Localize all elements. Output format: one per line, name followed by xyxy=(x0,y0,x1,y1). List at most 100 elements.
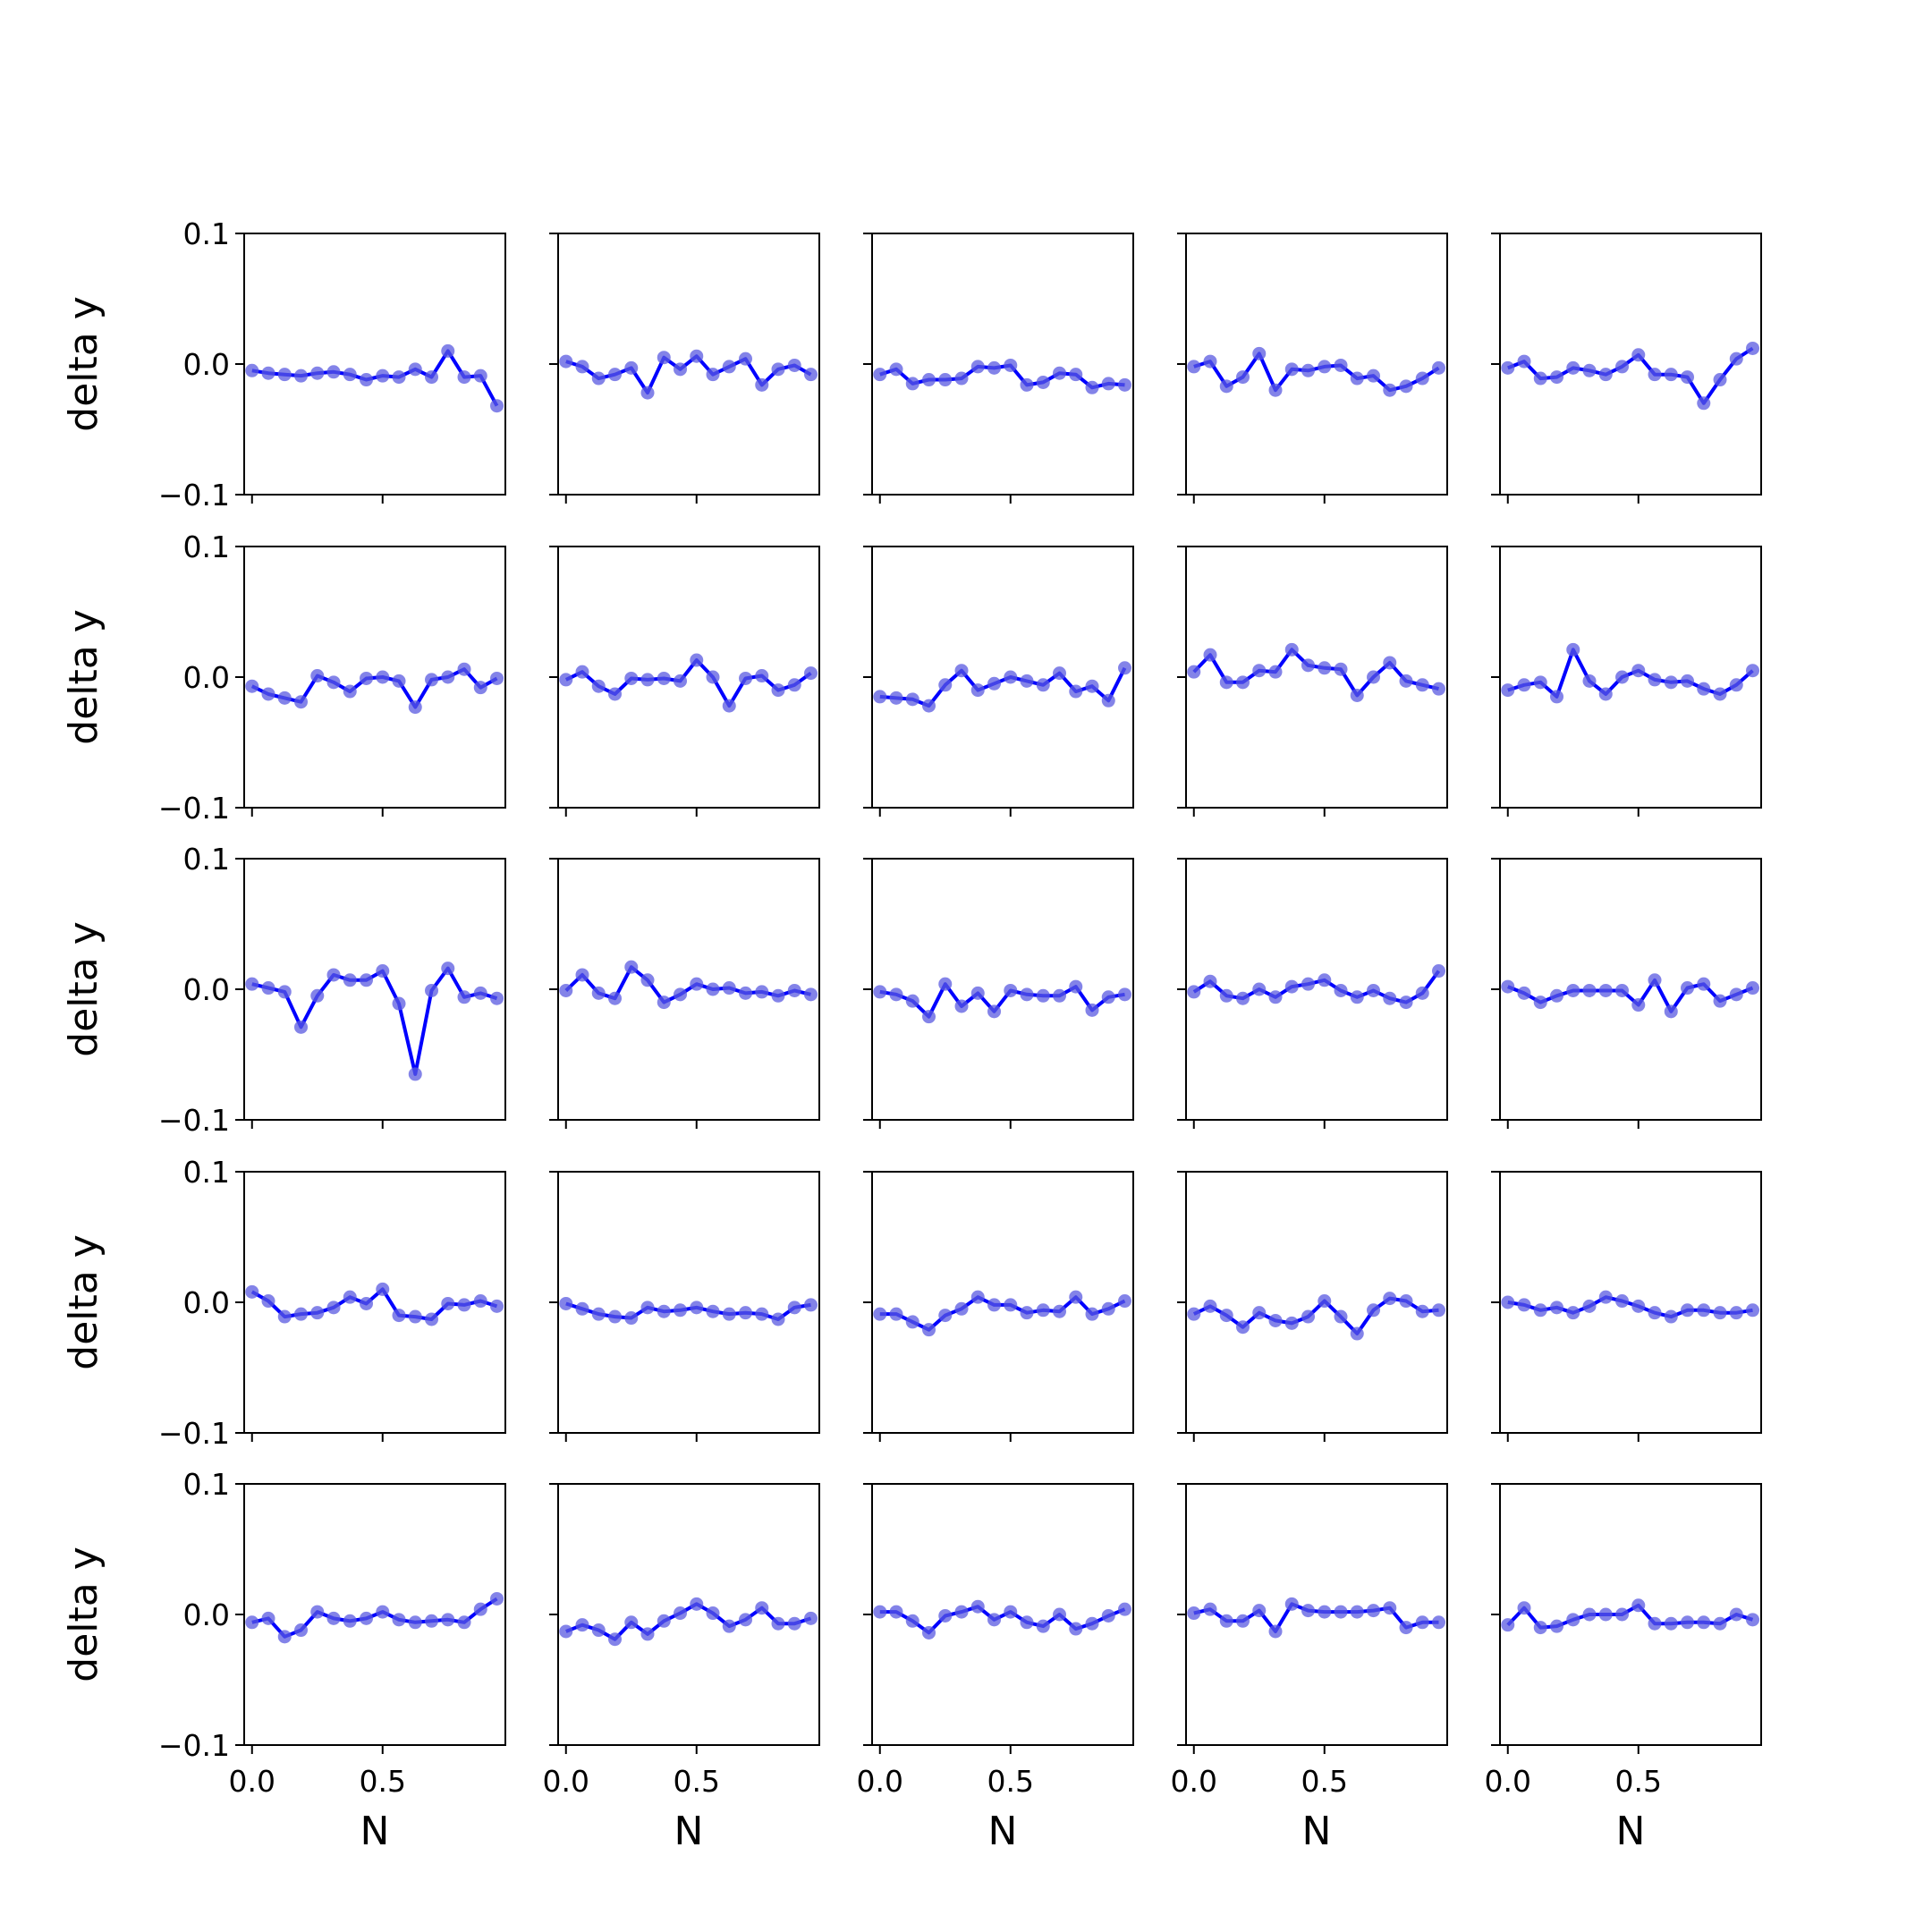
data-point xyxy=(722,1619,736,1633)
data-point xyxy=(326,1611,341,1625)
subplot-r2-c1: −0.1 0.0 0.1 xyxy=(158,530,506,826)
data-point xyxy=(640,1301,655,1315)
data-point xyxy=(1334,358,1348,372)
data-point xyxy=(787,678,801,692)
data-point xyxy=(938,678,953,692)
data-point xyxy=(1301,1604,1316,1618)
data-point xyxy=(938,977,953,991)
data-point xyxy=(1053,988,1067,1003)
y-tick-label: −0.1 xyxy=(158,791,230,826)
series-line xyxy=(879,363,1125,390)
data-point xyxy=(1069,1290,1083,1304)
data-point xyxy=(1118,377,1132,392)
labels-layer: delta y delta y delta y delta y delta y N N N N N xyxy=(61,296,1645,1854)
subplot-r2-c2 xyxy=(549,546,820,817)
data-point xyxy=(1383,383,1397,397)
data-point xyxy=(1118,661,1132,675)
data-point xyxy=(1268,665,1283,679)
data-point xyxy=(1203,648,1217,662)
data-point xyxy=(1350,688,1364,702)
data-point xyxy=(1746,1303,1760,1318)
data-point xyxy=(722,1307,736,1321)
data-point xyxy=(1203,1602,1217,1616)
x-tick-label: 0.5 xyxy=(1615,1764,1662,1799)
data-point xyxy=(624,360,639,375)
data-point xyxy=(922,1010,936,1024)
series-line xyxy=(1507,1295,1753,1319)
data-point xyxy=(408,1615,422,1630)
data-point xyxy=(608,687,623,701)
axes-frame xyxy=(1185,233,1448,496)
data-point xyxy=(245,679,259,693)
data-point xyxy=(1101,693,1115,708)
data-point xyxy=(1219,675,1233,690)
data-point xyxy=(1533,996,1547,1010)
y-tick-label: 0.0 xyxy=(183,972,230,1007)
data-point xyxy=(657,1614,671,1628)
data-point xyxy=(1318,1294,1332,1309)
data-point xyxy=(490,399,504,413)
y-axis-label: delta y xyxy=(61,921,106,1056)
data-point xyxy=(591,986,606,1000)
data-point xyxy=(1729,352,1743,366)
data-point xyxy=(739,1613,753,1627)
subplot-r3-c2 xyxy=(549,858,820,1129)
data-point xyxy=(1284,642,1299,657)
data-point xyxy=(490,1591,504,1606)
y-tick-label: 0.0 xyxy=(183,1285,230,1320)
data-point xyxy=(1053,666,1067,681)
data-point xyxy=(294,369,309,383)
axes-frame xyxy=(1185,1483,1448,1746)
x-tick-label: 0.0 xyxy=(1485,1764,1531,1799)
data-point xyxy=(277,985,292,999)
series-line xyxy=(1192,1296,1439,1335)
data-point xyxy=(457,370,471,385)
data-point xyxy=(804,1298,818,1312)
data-point xyxy=(277,368,292,382)
data-point xyxy=(392,996,406,1011)
data-point xyxy=(441,1296,455,1310)
data-point xyxy=(690,977,704,991)
data-point xyxy=(261,981,275,996)
data-point xyxy=(343,368,357,382)
data-point xyxy=(706,368,720,382)
data-point xyxy=(657,996,671,1010)
data-point xyxy=(1598,983,1613,997)
data-point xyxy=(1219,379,1233,394)
data-point xyxy=(938,1309,953,1323)
subplot-r4-c5 xyxy=(1491,1171,1762,1442)
data-point xyxy=(987,360,1002,375)
data-point xyxy=(690,1597,704,1611)
data-point xyxy=(1697,977,1711,991)
data-point xyxy=(787,983,801,997)
data-point xyxy=(690,349,704,363)
data-point xyxy=(1713,994,1727,1008)
data-point xyxy=(1550,988,1564,1003)
data-point xyxy=(1367,670,1381,684)
data-point xyxy=(1036,375,1050,389)
data-point xyxy=(1432,1303,1446,1318)
subplot-r5-c2: 0.0 0.5 xyxy=(543,1483,820,1799)
data-point xyxy=(1036,1619,1050,1633)
data-point xyxy=(1631,664,1646,678)
data-point xyxy=(1318,1605,1332,1619)
data-point xyxy=(1566,642,1580,657)
data-point xyxy=(1334,1309,1348,1324)
data-point xyxy=(1697,1303,1711,1318)
data-point xyxy=(1085,1003,1099,1017)
series-line xyxy=(250,667,498,709)
series-line xyxy=(251,1597,498,1639)
data-point xyxy=(261,1294,275,1309)
data-point xyxy=(1415,371,1429,386)
data-point xyxy=(1350,990,1364,1004)
data-point xyxy=(376,964,390,979)
data-point xyxy=(1334,1605,1348,1619)
series-line xyxy=(1193,352,1440,393)
series-line xyxy=(879,1605,1126,1635)
data-point xyxy=(1101,1608,1115,1623)
data-point xyxy=(1713,1616,1727,1631)
data-point xyxy=(376,670,390,684)
data-point xyxy=(559,1296,573,1310)
axes-frame xyxy=(557,546,820,809)
data-point xyxy=(473,1294,487,1309)
